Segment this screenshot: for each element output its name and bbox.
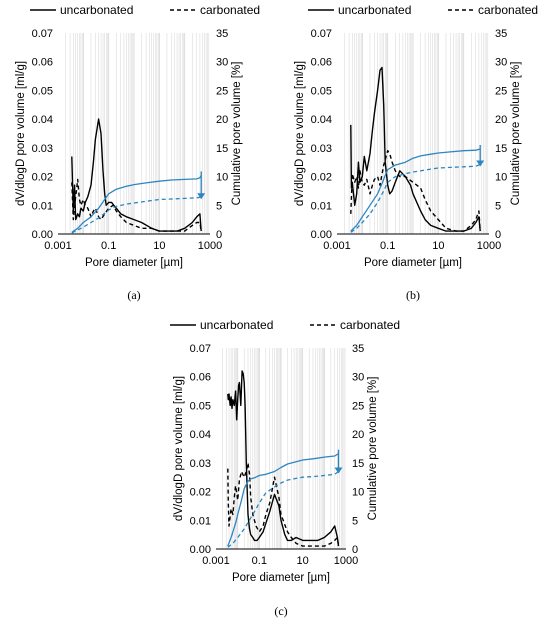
legend-label: carbonated bbox=[478, 3, 538, 17]
y-tick-label: 0.00 bbox=[311, 229, 332, 241]
x-tick-label: 1000 bbox=[334, 555, 358, 567]
legend: uncarbonated carbonated bbox=[308, 3, 538, 17]
y2-tick-label: 35 bbox=[216, 28, 228, 40]
y-tick-label: 0.07 bbox=[190, 343, 211, 355]
arrow-head bbox=[334, 467, 343, 474]
y2-tick-label: 10 bbox=[216, 172, 228, 184]
chart-panel-2: 0.00 0.01 0.02 0.03 0.04 0.05 0.06 0.07 0 5 10 15 20… bbox=[294, 3, 538, 302]
y2-tick-label: 20 bbox=[352, 429, 364, 441]
y2-tick-label: 30 bbox=[216, 57, 228, 69]
y-axis-title: dV/dlogD pore volume [ml/g] bbox=[15, 61, 27, 206]
x-tick-label: 1000 bbox=[477, 240, 501, 252]
y-tick-label: 0.03 bbox=[190, 458, 211, 470]
x-tick-label: 10 bbox=[153, 240, 165, 252]
series-line-carbonated-left bbox=[227, 462, 340, 547]
y2-tick-label: 0 bbox=[495, 229, 501, 241]
y2-tick-label: 15 bbox=[352, 458, 364, 470]
y2-tick-label: 0 bbox=[352, 544, 358, 556]
x-axis-title: Pore diameter [µm] bbox=[85, 257, 183, 269]
x-axis-title: Pore diameter [µm] bbox=[364, 257, 462, 269]
legend-label: uncarbonated bbox=[60, 3, 133, 17]
panel-caption: (c) bbox=[274, 604, 287, 618]
y-tick-label: 0.07 bbox=[32, 28, 53, 40]
series-line-carbonated-right bbox=[350, 163, 481, 233]
arrow-head bbox=[476, 160, 485, 167]
chart-panel-3: 0.00 0.01 0.02 0.03 0.04 0.05 0.06 0.07 0 5 10 15 20… bbox=[170, 318, 400, 618]
y-axis-title: dV/dlogD pore volume [ml/g] bbox=[173, 376, 185, 521]
series-line-carbonated-left bbox=[71, 178, 202, 232]
y2-tick-label: 35 bbox=[352, 343, 364, 355]
y2-tick-label: 35 bbox=[495, 28, 507, 40]
y2-tick-label: 20 bbox=[216, 114, 228, 126]
y2-tick-label: 10 bbox=[352, 487, 364, 499]
y-tick-label: 0.00 bbox=[190, 544, 211, 556]
panel-caption: (b) bbox=[406, 288, 420, 302]
series-line-uncarbonated-left bbox=[71, 118, 202, 232]
y-tick-label: 0.01 bbox=[32, 200, 53, 212]
y-tick-label: 0.06 bbox=[311, 57, 332, 69]
y2-tick-label: 5 bbox=[352, 515, 358, 527]
y-tick-label: 0.04 bbox=[311, 114, 332, 126]
x-tick-label: 0.1 bbox=[101, 240, 116, 252]
series-line-uncarbonated-right bbox=[227, 453, 339, 547]
y-axis-title: dV/dlogD pore volume [ml/g] bbox=[294, 61, 306, 206]
y-tick-label: 0.02 bbox=[190, 487, 211, 499]
y2-tick-label: 30 bbox=[495, 57, 507, 69]
x-tick-label: 0.001 bbox=[44, 240, 72, 252]
x-tick-label: 0.001 bbox=[323, 240, 351, 252]
legend-label: carbonated bbox=[340, 318, 400, 332]
y2-axis-title: Cumulative pore volume [%] bbox=[231, 62, 243, 206]
y2-tick-label: 25 bbox=[495, 85, 507, 97]
y-tick-label: 0.00 bbox=[32, 229, 53, 241]
x-tick-label: 10 bbox=[432, 240, 444, 252]
series-line-uncarbonated-left bbox=[350, 66, 481, 232]
y-tick-label: 0.07 bbox=[311, 28, 332, 40]
y2-tick-label: 0 bbox=[216, 229, 222, 241]
y2-tick-label: 15 bbox=[495, 143, 507, 155]
x-tick-label: 0.1 bbox=[252, 555, 267, 567]
y2-axis-title: Cumulative pore volume [%] bbox=[367, 377, 379, 521]
y-tick-label: 0.05 bbox=[32, 85, 53, 97]
panel-caption: (a) bbox=[127, 288, 140, 302]
chart-panel-1: 0.00 0.01 0.02 0.03 0.04 0.05 0.06 0.07 0 5 10 15 20… bbox=[15, 3, 260, 302]
series-line-uncarbonated-right bbox=[350, 148, 481, 232]
y2-tick-label: 5 bbox=[216, 200, 222, 212]
y-tick-label: 0.02 bbox=[311, 172, 332, 184]
y-tick-label: 0.04 bbox=[190, 429, 211, 441]
series-line-uncarbonated-left bbox=[227, 370, 340, 547]
x-tick-label: 0.1 bbox=[380, 240, 395, 252]
y-tick-label: 0.03 bbox=[311, 143, 332, 155]
legend-label: carbonated bbox=[200, 3, 260, 17]
y-tick-label: 0.01 bbox=[190, 515, 211, 527]
series-line-uncarbonated-right bbox=[71, 175, 202, 233]
y-tick-label: 0.01 bbox=[311, 200, 332, 212]
y2-tick-label: 5 bbox=[495, 200, 501, 212]
y-tick-label: 0.02 bbox=[32, 172, 53, 184]
y2-axis-title: Cumulative pore volume [%] bbox=[510, 62, 522, 206]
y2-tick-label: 15 bbox=[216, 143, 228, 155]
series-line-carbonated-right bbox=[71, 196, 201, 234]
y2-tick-label: 30 bbox=[352, 372, 364, 384]
y-tick-label: 0.03 bbox=[32, 143, 53, 155]
legend: uncarbonated carbonated bbox=[30, 3, 260, 17]
y2-tick-label: 10 bbox=[495, 172, 507, 184]
y-tick-label: 0.06 bbox=[190, 372, 211, 384]
x-tick-label: 10 bbox=[297, 555, 309, 567]
y2-tick-label: 25 bbox=[352, 400, 364, 412]
x-axis-title: Pore diameter [µm] bbox=[232, 572, 330, 584]
legend-label: uncarbonated bbox=[200, 318, 273, 332]
y-tick-label: 0.06 bbox=[32, 57, 53, 69]
y-tick-label: 0.05 bbox=[311, 85, 332, 97]
y-tick-label: 0.05 bbox=[190, 400, 211, 412]
arrow-head bbox=[197, 193, 206, 200]
y-tick-label: 0.04 bbox=[32, 114, 53, 126]
legend: uncarbonated carbonated bbox=[170, 318, 400, 332]
legend-label: uncarbonated bbox=[338, 3, 411, 17]
x-tick-label: 1000 bbox=[198, 240, 222, 252]
y2-tick-label: 20 bbox=[495, 114, 507, 126]
x-tick-label: 0.001 bbox=[202, 555, 230, 567]
series-line-carbonated-left bbox=[350, 149, 481, 232]
y2-tick-label: 25 bbox=[216, 85, 228, 97]
